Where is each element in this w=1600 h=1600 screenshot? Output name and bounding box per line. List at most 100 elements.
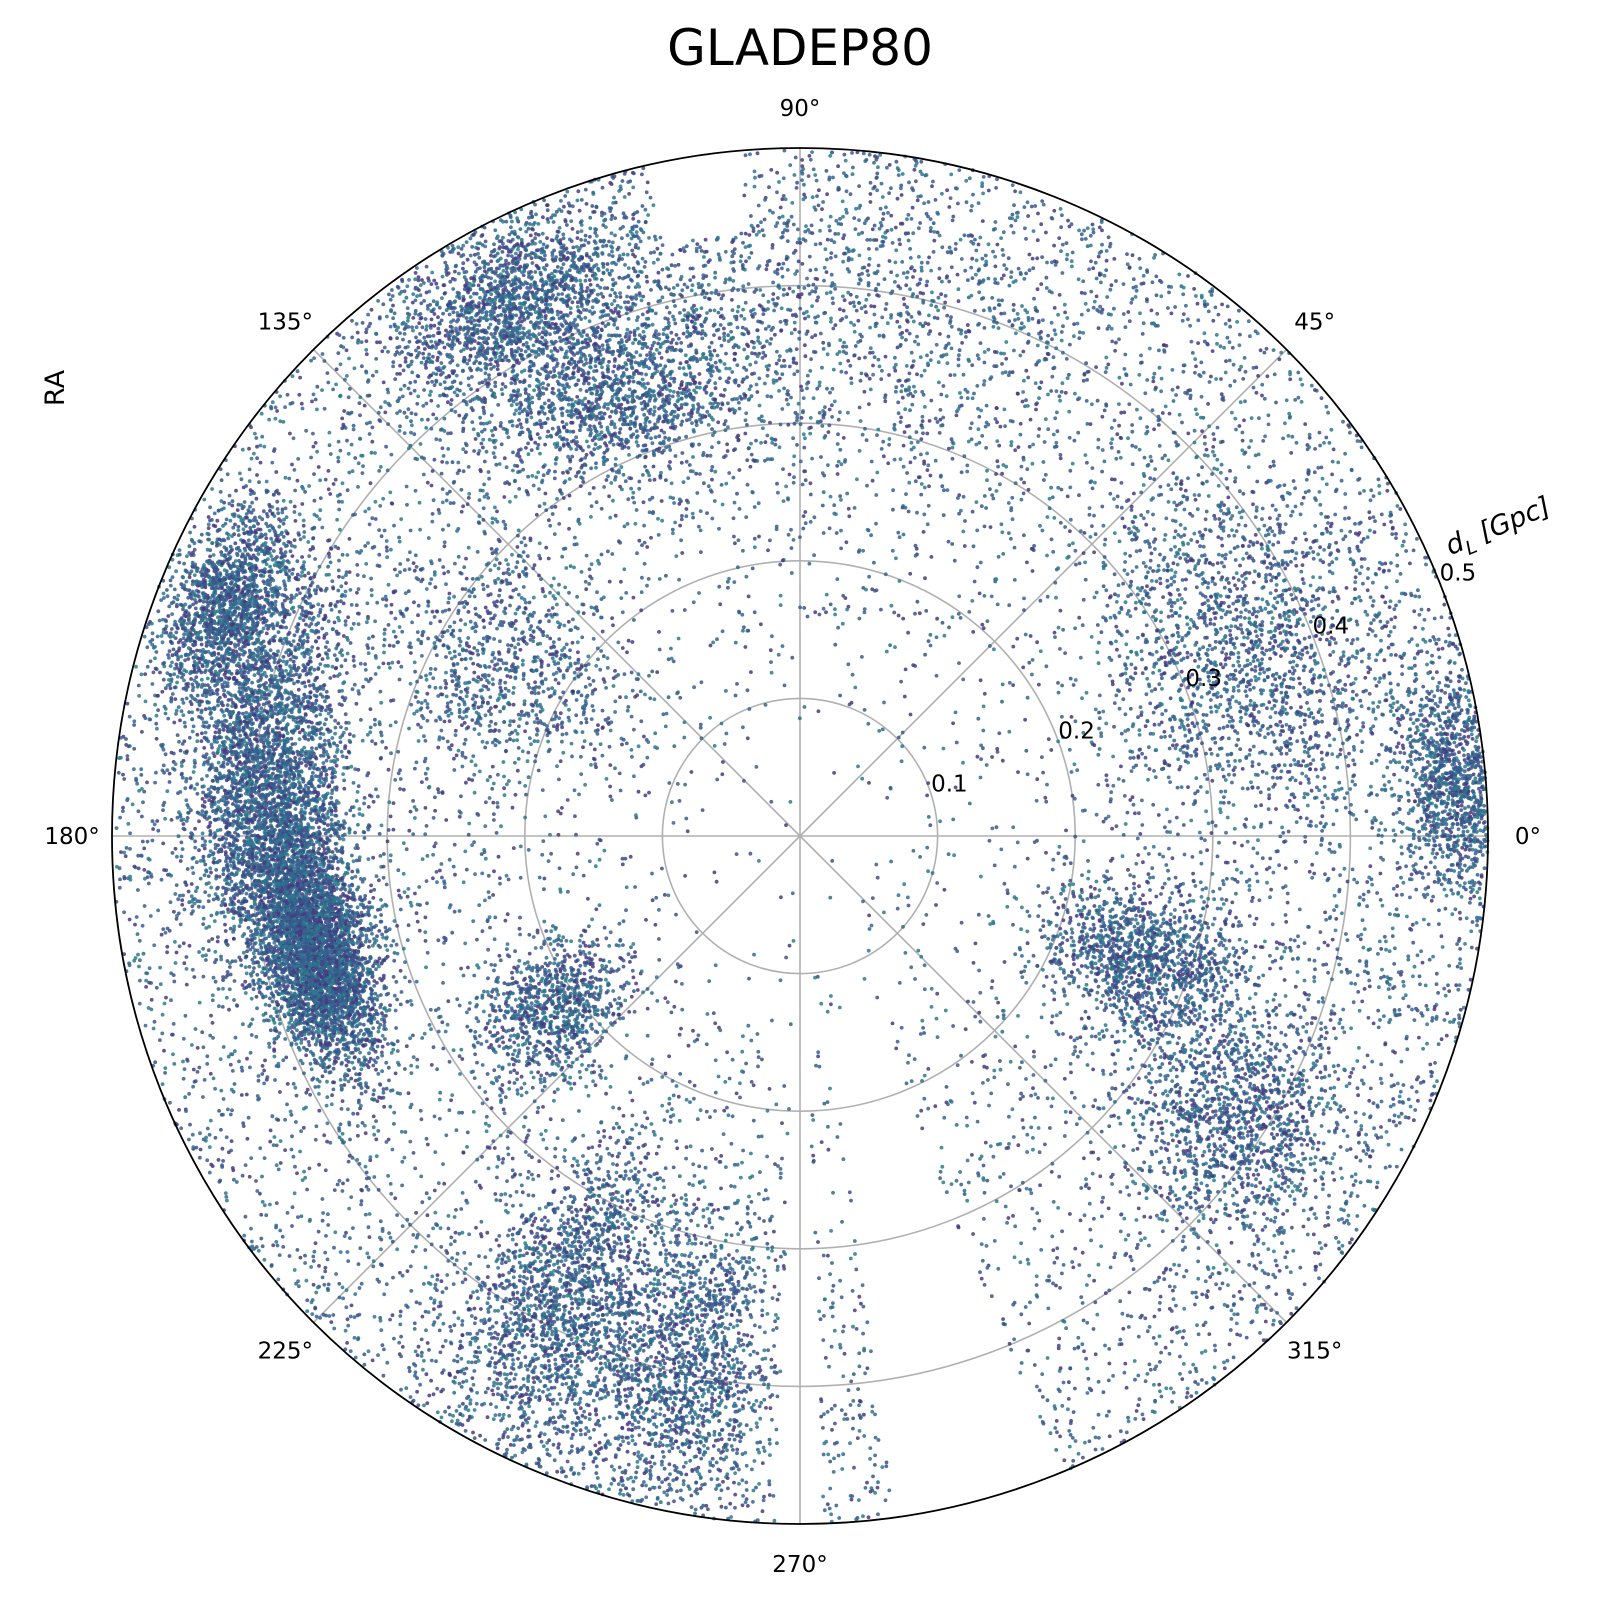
galaxy-point — [657, 630, 661, 634]
galaxy-point — [1283, 483, 1287, 487]
galaxy-point — [891, 241, 895, 245]
galaxy-point — [454, 729, 458, 733]
galaxy-point — [1037, 1219, 1041, 1223]
galaxy-point — [611, 623, 615, 627]
galaxy-point — [973, 1101, 977, 1105]
galaxy-point — [1031, 462, 1035, 466]
galaxy-point — [1425, 1042, 1429, 1046]
galaxy-point — [1028, 445, 1032, 449]
galaxy-point — [1235, 320, 1239, 324]
galaxy-point — [915, 430, 919, 434]
galaxy-point — [800, 262, 804, 266]
galaxy-point — [293, 489, 297, 493]
galaxy-point — [1310, 1114, 1314, 1118]
galaxy-point — [456, 461, 460, 465]
galaxy-point — [1182, 1362, 1186, 1366]
galaxy-point — [950, 347, 954, 351]
galaxy-point — [1034, 381, 1038, 385]
galaxy-point — [926, 1067, 930, 1071]
galaxy-point — [1081, 279, 1085, 283]
galaxy-point — [436, 1410, 440, 1414]
galaxy-point — [278, 394, 282, 398]
galaxy-point — [827, 423, 831, 427]
galaxy-point — [988, 644, 992, 648]
galaxy-point — [412, 1055, 416, 1059]
galaxy-point — [433, 1211, 437, 1215]
galaxy-point — [1406, 954, 1410, 958]
galaxy-point — [1443, 1018, 1447, 1022]
galaxy-point — [1297, 1004, 1301, 1008]
galaxy-point — [1379, 648, 1383, 652]
galaxy-point — [1098, 273, 1102, 277]
galaxy-point — [1291, 686, 1295, 690]
galaxy-point — [1298, 682, 1302, 686]
galaxy-point — [838, 1279, 842, 1283]
galaxy-point — [1317, 1000, 1321, 1004]
galaxy-point — [1154, 1139, 1158, 1143]
galaxy-point — [1364, 610, 1368, 614]
galaxy-point — [695, 930, 699, 934]
galaxy-point — [323, 1270, 327, 1274]
galaxy-point — [981, 1259, 985, 1263]
galaxy-point — [981, 192, 985, 196]
galaxy-point — [831, 176, 835, 180]
galaxy-point — [1400, 1148, 1404, 1152]
galaxy-point — [403, 1156, 407, 1160]
galaxy-point — [164, 712, 168, 716]
galaxy-point — [489, 1402, 493, 1406]
galaxy-point — [769, 168, 773, 172]
galaxy-point — [721, 760, 725, 764]
galaxy-point — [404, 1386, 408, 1390]
galaxy-point — [789, 800, 793, 804]
galaxy-point — [613, 216, 617, 220]
galaxy-point — [828, 229, 832, 233]
galaxy-point — [1288, 416, 1292, 420]
galaxy-point — [146, 840, 150, 844]
galaxy-point — [623, 195, 627, 199]
galaxy-point — [913, 340, 917, 344]
galaxy-point — [1373, 519, 1377, 523]
galaxy-point — [627, 1463, 631, 1467]
galaxy-point — [428, 1196, 432, 1200]
galaxy-point — [1069, 1035, 1073, 1039]
galaxy-point — [423, 1248, 427, 1252]
galaxy-point — [1376, 705, 1380, 709]
galaxy-point — [1001, 683, 1005, 687]
galaxy-point — [389, 859, 393, 863]
galaxy-point — [1145, 425, 1149, 429]
galaxy-point — [581, 1154, 585, 1158]
galaxy-point — [1238, 1290, 1242, 1294]
galaxy-point — [142, 952, 146, 956]
galaxy-point — [1286, 901, 1290, 905]
galaxy-point — [126, 758, 130, 762]
galaxy-point — [695, 242, 699, 246]
galaxy-point — [999, 1068, 1003, 1072]
galaxy-point — [1407, 1005, 1411, 1009]
galaxy-point — [1400, 672, 1404, 676]
galaxy-point — [728, 1382, 732, 1386]
galaxy-point — [362, 1353, 366, 1357]
galaxy-point — [212, 976, 216, 980]
galaxy-point — [344, 1231, 348, 1235]
galaxy-point — [1055, 1430, 1059, 1434]
galaxy-point — [498, 462, 502, 466]
galaxy-point — [657, 533, 661, 537]
galaxy-point — [691, 1029, 695, 1033]
galaxy-point — [1082, 1104, 1086, 1108]
galaxy-point — [685, 1098, 689, 1102]
galaxy-point — [244, 991, 248, 995]
galaxy-point — [857, 1295, 861, 1299]
galaxy-point — [518, 933, 522, 937]
galaxy-point — [1127, 527, 1131, 531]
galaxy-point — [118, 816, 122, 820]
galaxy-point — [1172, 399, 1176, 403]
galaxy-point — [1157, 1383, 1161, 1387]
galaxy-point — [1132, 277, 1136, 281]
galaxy-point — [978, 1157, 982, 1161]
galaxy-point — [919, 453, 923, 457]
galaxy-point — [961, 530, 965, 534]
galaxy-point — [493, 446, 497, 450]
galaxy-point — [408, 1140, 412, 1144]
galaxy-point — [749, 465, 753, 469]
galaxy-point — [337, 440, 341, 444]
